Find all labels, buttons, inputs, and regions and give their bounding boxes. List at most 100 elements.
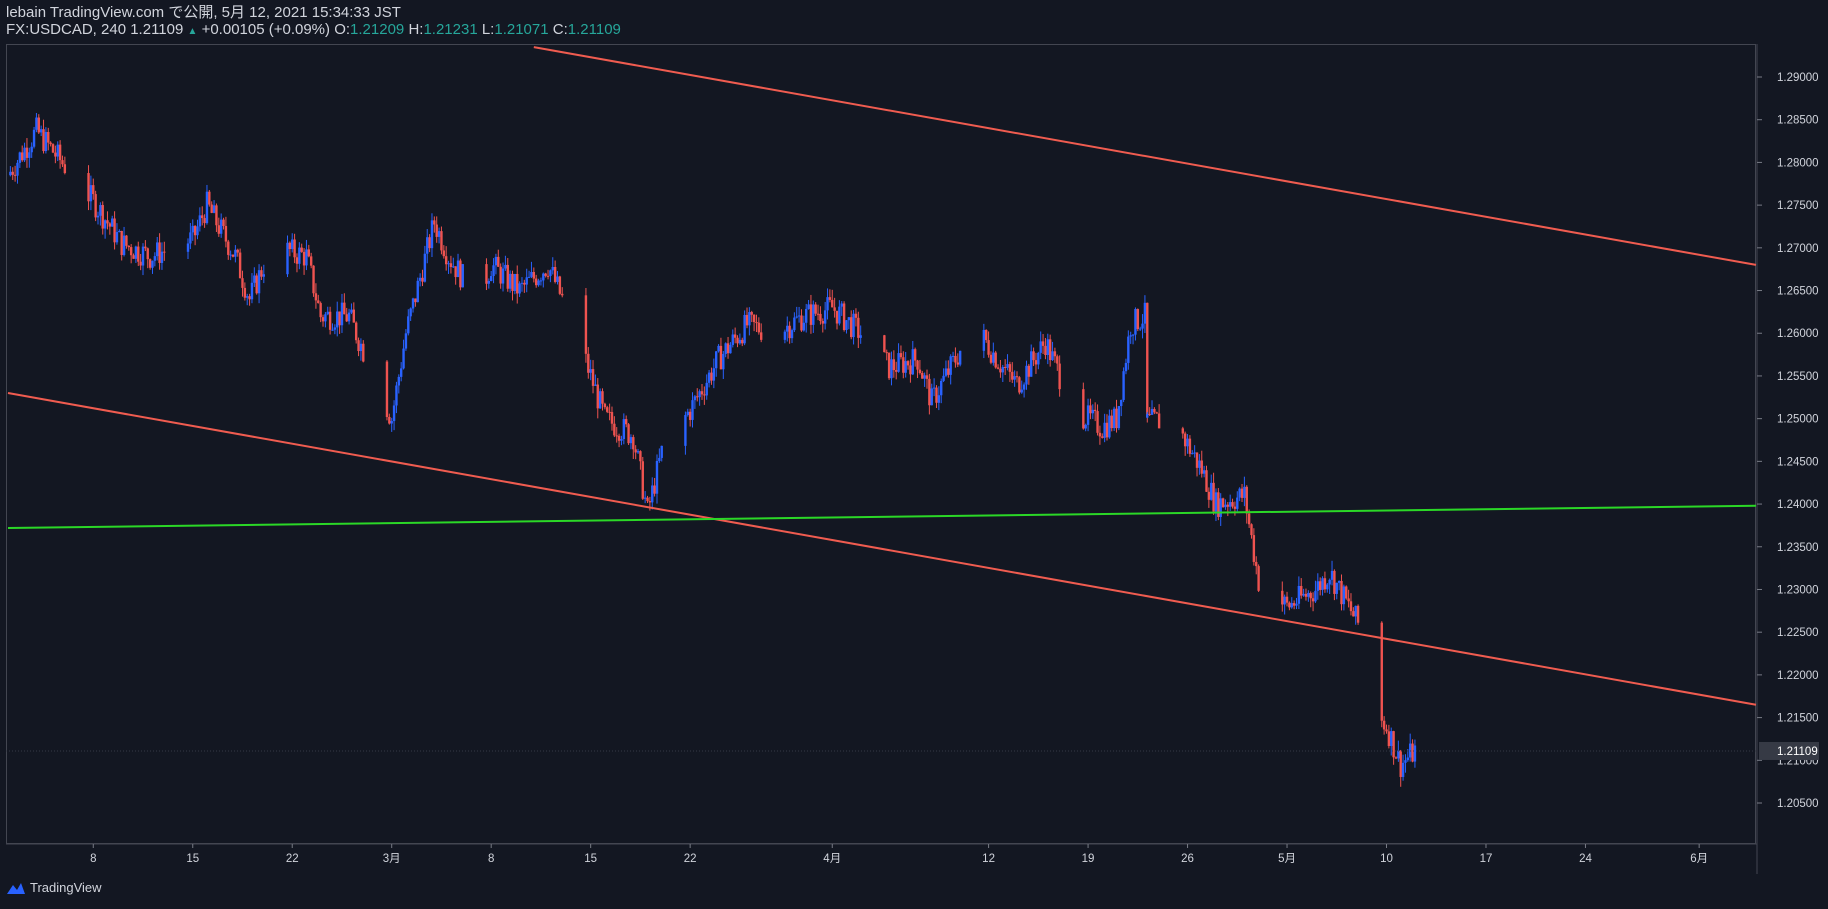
candle-body xyxy=(106,220,109,224)
candle-body xyxy=(321,317,325,322)
x-tick-label: 15 xyxy=(584,853,597,865)
candle-body xyxy=(127,245,130,248)
candle-body xyxy=(786,325,789,332)
candle-body xyxy=(309,256,313,266)
candle-body xyxy=(1210,482,1213,500)
candle-body xyxy=(1252,535,1256,562)
candle-body xyxy=(809,304,813,325)
candle-body xyxy=(442,250,446,257)
y-tick-label: 1.23500 xyxy=(1777,542,1819,554)
candle-body xyxy=(1143,302,1147,324)
candle-body xyxy=(823,310,827,324)
candle-body xyxy=(1397,750,1400,759)
candle-body xyxy=(1020,389,1023,393)
candle-body xyxy=(295,257,299,264)
candle-body xyxy=(1091,409,1095,414)
candle-body xyxy=(1292,603,1296,606)
candle-body xyxy=(655,460,659,494)
candle-body xyxy=(1193,452,1196,454)
candle-body xyxy=(1314,590,1317,602)
candle-body xyxy=(399,368,403,377)
candle-body xyxy=(1283,596,1286,605)
candle-body xyxy=(58,144,62,161)
candle-body xyxy=(96,215,100,218)
candle-body xyxy=(686,411,689,416)
candle-body xyxy=(423,253,427,282)
candle-body xyxy=(331,329,334,331)
candle-body xyxy=(1304,593,1308,597)
candle-body xyxy=(598,391,602,409)
candle-body xyxy=(248,296,251,300)
candle-body xyxy=(1112,408,1116,429)
candle-body xyxy=(705,382,708,396)
candle-body xyxy=(648,501,652,503)
y-tick-label: 1.27500 xyxy=(1777,200,1819,212)
candle-body xyxy=(1124,362,1128,372)
candle-body xyxy=(120,230,123,255)
candle-body xyxy=(1217,492,1220,517)
ohlc-row: FX:USDCAD, 240 1.21109 ▲ +0.00105 (+0.09… xyxy=(6,21,621,40)
candle-body xyxy=(1041,341,1045,346)
candle-body xyxy=(501,268,505,284)
candle-body xyxy=(18,152,22,163)
candle-body xyxy=(752,314,756,323)
candle-body xyxy=(828,297,832,300)
candle-body xyxy=(9,171,12,176)
candle-body xyxy=(357,340,360,352)
candle-body xyxy=(198,215,202,227)
candle-body xyxy=(601,391,604,404)
candle-body xyxy=(989,354,993,363)
symbol-label[interactable]: FX:USDCAD, 240 xyxy=(6,21,127,38)
candle-body xyxy=(153,256,157,261)
candle-body xyxy=(1290,603,1293,608)
candle-body xyxy=(113,218,116,243)
candle-body xyxy=(852,313,855,338)
candle-body xyxy=(760,332,763,340)
candle-body xyxy=(996,367,1000,369)
candle-body xyxy=(411,298,415,309)
candle-body xyxy=(87,173,90,202)
candle-body xyxy=(729,344,732,354)
candle-body xyxy=(241,278,244,288)
candle-body xyxy=(141,246,145,266)
candle-body xyxy=(904,361,907,373)
candle-body xyxy=(1105,422,1109,438)
candle-body xyxy=(129,247,133,256)
candle-body xyxy=(947,368,950,375)
candle-body xyxy=(703,394,706,396)
close-value: 1.21109 xyxy=(567,21,621,38)
candle-body xyxy=(847,317,851,321)
candle-body xyxy=(1413,745,1417,762)
candle-body xyxy=(454,266,457,278)
candle-body xyxy=(324,314,327,322)
x-tick-label: 8 xyxy=(488,853,494,865)
candle-body xyxy=(1311,598,1315,602)
candle-body xyxy=(1153,409,1156,413)
candle-body xyxy=(710,372,713,381)
candle-body xyxy=(352,309,356,323)
candle-body xyxy=(840,303,843,307)
candle-body xyxy=(923,375,926,379)
candle-body xyxy=(722,353,725,370)
candle-body xyxy=(717,345,720,352)
candle-body xyxy=(1188,438,1192,454)
tradingview-branding[interactable]: TradingView xyxy=(6,880,102,895)
candle-body xyxy=(421,277,424,282)
candle-body xyxy=(32,129,36,147)
candle-body xyxy=(144,246,147,249)
candle-body xyxy=(191,225,194,233)
candle-body xyxy=(35,117,38,130)
candle-body xyxy=(1250,524,1253,536)
candle-body xyxy=(494,256,498,266)
candle-body xyxy=(51,144,55,153)
candle-body xyxy=(1044,345,1047,356)
candle-body xyxy=(435,224,438,237)
candle-body xyxy=(428,237,431,249)
candle-body xyxy=(21,152,24,161)
candle-body xyxy=(1138,328,1142,330)
candle-body xyxy=(715,351,718,369)
candle-body xyxy=(409,308,412,317)
candle-body xyxy=(1134,309,1137,335)
candle-body xyxy=(103,220,107,229)
